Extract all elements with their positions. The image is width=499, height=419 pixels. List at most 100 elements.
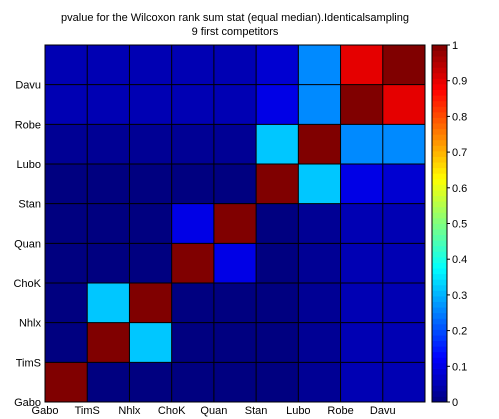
colorbar-segment	[432, 134, 447, 141]
heatmap-cell-lubo-nhlx	[129, 124, 172, 165]
heatmap-cell-robe-tims	[87, 84, 130, 125]
y-axis: Gabo TimS Nhlx ChoK Quan Stan Lubo Robe Davu	[13, 80, 41, 409]
heatmap-cell-quan-tims	[87, 203, 130, 244]
heatmap-cell-robe-davu	[382, 84, 426, 125]
colorbar-segment	[432, 150, 447, 157]
colorbar-segment	[432, 390, 447, 397]
colorbar-segment	[432, 139, 447, 146]
colorbar-segment	[432, 173, 447, 180]
colorbar-tick-label: 0.8	[452, 111, 467, 123]
colorbar-tick-label: 0.1	[452, 361, 467, 373]
y-tick-label: Quan	[14, 238, 41, 250]
heatmap-cell-tims-nhlx	[129, 322, 172, 363]
chart-title: pvalue for the Wilcoxon rank sum stat (e…	[61, 12, 409, 24]
heatmap-cell-quan-quan	[213, 203, 257, 244]
heatmap-cell-davu-davu	[382, 45, 426, 85]
y-tick-label: Lubo	[17, 159, 41, 171]
heatmap-cell-quan-lubo	[298, 203, 341, 244]
x-tick-label: TimS	[75, 405, 100, 417]
x-tick-label: Robe	[327, 405, 353, 417]
heatmap-cell-davu-nhlx	[129, 45, 172, 85]
heatmap-cell-nhlx-davu	[382, 283, 426, 323]
colorbar-segment	[432, 50, 447, 57]
colorbar-segment	[432, 284, 447, 291]
heatmap-cell-gabo-chok	[171, 362, 215, 403]
heatmap-cell-chok-tims	[87, 243, 130, 284]
heatmap-cell-stan-lubo	[298, 164, 341, 204]
heatmap-cell-chok-chok	[171, 243, 215, 284]
colorbar: 0 0.1 0.2 0.3 0.4 0.5 0.6 0.7 0.8 0.9 1	[431, 40, 467, 409]
colorbar-segment	[432, 111, 447, 118]
y-tick-label: TimS	[16, 357, 41, 369]
heatmap-cell-nhlx-chok	[171, 283, 215, 323]
colorbar-segment	[432, 212, 447, 219]
colorbar-segment	[432, 117, 447, 124]
heatmap-cell-tims-davu	[382, 322, 426, 363]
heatmap-cell-tims-chok	[171, 322, 215, 363]
heatmap-cell-stan-quan	[213, 164, 257, 204]
heatmap-cell-stan-gabo	[45, 164, 88, 204]
heatmap-cell-chok-nhlx	[129, 243, 172, 284]
colorbar-segment	[432, 201, 447, 208]
colorbar-tick-label: 0.4	[452, 254, 467, 266]
colorbar-segment	[432, 56, 447, 63]
colorbar-segment	[432, 100, 447, 107]
heatmap-cell-stan-nhlx	[129, 164, 172, 204]
heatmap-cell-nhlx-tims	[87, 283, 130, 323]
colorbar-segment	[432, 245, 447, 252]
heatmap-cell-lubo-quan	[213, 124, 257, 165]
heatmap-cell-lubo-robe	[340, 124, 384, 165]
colorbar-segment	[432, 72, 447, 79]
heatmap-cell-gabo-quan	[213, 362, 257, 403]
colorbar-segment	[432, 296, 447, 302]
colorbar-segment	[432, 95, 447, 102]
heatmap-cell-tims-stan	[256, 322, 299, 363]
heatmap-cell-chok-lubo	[298, 243, 341, 284]
colorbar-segment	[432, 323, 447, 330]
heatmap-cell-chok-gabo	[45, 243, 88, 284]
colorbar-tick-label: 0.2	[452, 326, 467, 338]
heatmap-cell-lubo-tims	[87, 124, 130, 165]
heatmap-cell-chok-quan	[213, 243, 257, 284]
colorbar-segment	[432, 268, 447, 275]
heatmap-cell-nhlx-quan	[213, 283, 257, 323]
y-tick-label: Gabo	[14, 397, 41, 409]
colorbar-segment	[432, 362, 447, 369]
heatmap-cell-tims-lubo	[298, 322, 341, 363]
heatmap-cell-nhlx-nhlx	[129, 283, 172, 323]
heatmap-cell-davu-stan	[256, 45, 299, 85]
heatmap-cell-robe-lubo	[298, 84, 341, 125]
colorbar-segment	[432, 357, 447, 364]
heatmap-cell-quan-davu	[382, 203, 426, 244]
heatmap-cell-quan-nhlx	[129, 203, 172, 244]
heatmap-cell-gabo-stan	[256, 362, 299, 403]
colorbar-segment	[432, 84, 447, 91]
colorbar-segment	[432, 262, 447, 269]
colorbar-segment	[432, 229, 447, 236]
x-tick-label: Nhlx	[118, 405, 141, 417]
colorbar-segment	[432, 156, 447, 163]
heatmap-cell-nhlx-lubo	[298, 283, 341, 323]
heatmap-cell-davu-robe	[340, 45, 384, 85]
heatmap-cell-chok-davu	[382, 243, 426, 284]
heatmap-cell-robe-gabo	[45, 84, 88, 125]
x-tick-label: Davu	[370, 405, 396, 417]
x-axis: Gabo TimS Nhlx ChoK Quan Stan Lubo Robe Davu	[32, 405, 396, 417]
x-tick-label: Quan	[200, 405, 227, 417]
heatmap-cell-tims-robe	[340, 322, 384, 363]
heatmap-cell-lubo-lubo	[298, 124, 341, 165]
colorbar-segment	[432, 223, 447, 230]
colorbar-segment	[432, 145, 447, 152]
colorbar-segment	[432, 61, 447, 68]
heatmap-cell-lubo-chok	[171, 124, 215, 165]
heatmap-cell-robe-chok	[171, 84, 215, 125]
heatmap-cell-stan-stan	[256, 164, 299, 204]
colorbar-segment	[432, 340, 447, 347]
heatmap-cell-stan-davu	[382, 164, 426, 204]
heatmap-cell-tims-gabo	[45, 322, 88, 363]
colorbar-segment	[432, 312, 447, 319]
colorbar-tick-label: 1	[452, 40, 458, 52]
colorbar-segment	[432, 379, 447, 386]
colorbar-tick-label: 0.3	[452, 290, 467, 302]
heatmap-cell-gabo-gabo	[45, 362, 88, 403]
